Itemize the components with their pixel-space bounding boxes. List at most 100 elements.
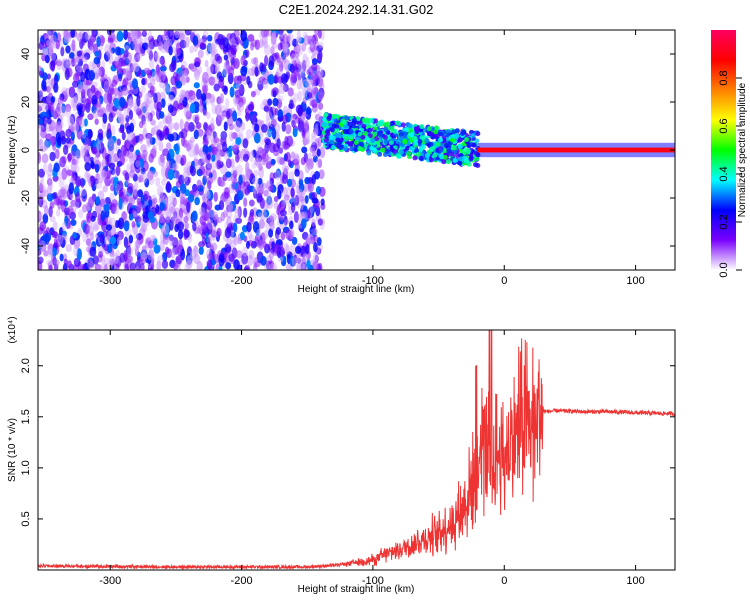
spectrogram-cell xyxy=(140,194,145,205)
spectrogram-cell xyxy=(124,172,130,181)
spectrogram-cell xyxy=(210,230,217,238)
spectrogram-cell xyxy=(98,177,104,184)
spectrogram-cell xyxy=(50,95,56,103)
spectrogram-cell xyxy=(193,253,200,265)
spectrogram-cell xyxy=(377,151,383,157)
snr-frame xyxy=(37,329,676,571)
spectrogram-cell xyxy=(397,136,403,142)
spectrogram-cell xyxy=(196,224,202,234)
snr-xlabel: Height of straight line (km) xyxy=(298,584,415,595)
spectrogram-cell xyxy=(135,238,141,249)
spectrogram-cell xyxy=(147,240,155,249)
spectrogram-cell xyxy=(206,198,213,211)
spectrogram-cell xyxy=(464,136,470,142)
spectrogram-cell xyxy=(206,189,214,202)
spectrogram-cell xyxy=(39,146,47,153)
spectrogram-cell xyxy=(208,93,216,104)
spectrogram-cell xyxy=(149,261,155,270)
spectrogram-cell xyxy=(142,149,148,158)
spectrogram-cell xyxy=(258,239,264,251)
spectrogram-cell xyxy=(240,121,246,131)
spectrogram-cell xyxy=(56,103,62,115)
spectrogram-cell xyxy=(225,97,230,110)
spectrogram-cell xyxy=(83,152,91,164)
spectrogram-cell xyxy=(111,79,118,87)
spectrogram-cell xyxy=(71,39,76,52)
spectrogram-cell xyxy=(135,203,142,212)
spectrogram-cell xyxy=(93,156,100,165)
spectrogram-cell xyxy=(77,106,83,116)
spectrogram-cell xyxy=(290,75,297,86)
spectrogram-cell xyxy=(99,107,105,115)
spectrogram-cell xyxy=(84,161,92,172)
spectrogram-cell xyxy=(315,71,322,80)
spectrogram-cell xyxy=(158,120,164,130)
colorbar-tick-label: 0.4 xyxy=(718,166,730,181)
spectrogram-cell xyxy=(49,215,56,223)
spectrogram-cell xyxy=(166,153,171,162)
spectrogram-cell xyxy=(103,203,110,212)
spectrogram-cell xyxy=(173,207,181,218)
spectrogram-cell xyxy=(278,30,284,35)
spectrogram-cell xyxy=(38,152,42,164)
spectrogram-cell xyxy=(38,227,44,235)
spectrogram-cell xyxy=(90,85,96,94)
spectrogram-cell xyxy=(105,224,113,231)
spectrogram-cell xyxy=(182,138,188,148)
spectrogram-cell xyxy=(297,120,305,131)
spectrogram-cell xyxy=(266,198,274,209)
spectrogram-cell xyxy=(271,36,277,43)
spectrogram-cell xyxy=(55,208,61,217)
spectrogram-cell xyxy=(300,212,307,220)
spectrogram-cell xyxy=(225,110,231,120)
spectrogram-cell xyxy=(126,125,132,135)
spectrogram-cell xyxy=(228,204,234,213)
spectrogram-cell xyxy=(294,168,300,177)
spectrogram-cell xyxy=(192,222,197,232)
spectrogram-cell xyxy=(306,209,311,219)
spectrogram-cell xyxy=(258,218,265,230)
spectrogram-cell xyxy=(302,31,308,40)
spectrogram-cell xyxy=(118,115,125,125)
spectrogram-cell xyxy=(53,74,59,85)
spectrogram-cell xyxy=(109,259,116,268)
spectrogram-cell xyxy=(48,206,53,218)
spectrogram-cell xyxy=(53,109,58,119)
spectrogram-cell xyxy=(128,96,134,108)
spectrogram-cell xyxy=(104,169,111,180)
spectrogram-cell xyxy=(317,92,324,101)
spectrogram-cell xyxy=(209,123,215,133)
spectrogram-cell xyxy=(155,72,161,83)
spectrogram-cell xyxy=(415,151,421,157)
spectrogram-cell xyxy=(44,95,52,102)
spectrogram-cell xyxy=(60,237,66,248)
spectrogram-cell xyxy=(130,30,136,38)
spectrogram-cell xyxy=(109,167,116,176)
spectrogram-cell xyxy=(175,255,183,265)
spectrogram-cell xyxy=(291,119,296,128)
spectrogram-cell xyxy=(338,145,344,151)
spectrogram-cell xyxy=(291,256,298,267)
spectrogram-cell xyxy=(249,150,255,163)
spectrogram-cell xyxy=(118,127,125,134)
spectrogram-cell xyxy=(283,186,288,198)
spectrogram-cell xyxy=(424,153,430,159)
spectrogram-cell xyxy=(84,137,90,147)
spectrogram-cell xyxy=(248,67,255,77)
spectrogram-cell xyxy=(98,34,105,47)
spectrogram-cell xyxy=(178,32,185,41)
spectrogram-heatmap xyxy=(38,30,675,270)
spectrogram-cell xyxy=(118,113,124,124)
spectrogram-cell xyxy=(73,124,80,132)
spectrogram-cell xyxy=(95,141,102,152)
spectrogram-cell xyxy=(224,227,232,239)
spectrogram-cell xyxy=(189,249,197,260)
spectrogram-cell xyxy=(284,194,290,201)
spectrogram-cell xyxy=(184,121,190,133)
spectrogram-cell xyxy=(246,221,252,233)
spectrogram-cell xyxy=(95,99,102,108)
spectrogram-cell xyxy=(250,114,257,123)
spectrogram-cell xyxy=(268,263,276,270)
spectrogram-cell xyxy=(186,254,194,265)
spectrogram-cell xyxy=(296,30,301,42)
